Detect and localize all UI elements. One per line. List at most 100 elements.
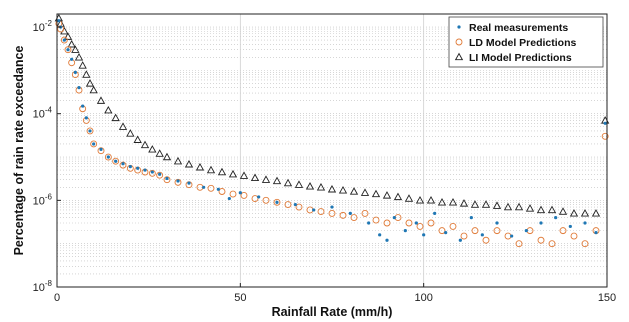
data-point — [133, 135, 142, 143]
data-point — [261, 175, 271, 183]
data-point — [524, 229, 528, 233]
data-point — [570, 232, 578, 240]
legend-marker — [454, 52, 464, 61]
legend-label: LD Model Predictions — [469, 37, 577, 49]
data-point — [89, 85, 98, 94]
data-point — [293, 202, 297, 207]
x-tick-label: 150 — [598, 292, 616, 304]
x-tick-label: 50 — [234, 292, 246, 304]
data-point — [173, 156, 183, 165]
data-point — [539, 221, 543, 225]
data-point — [448, 198, 458, 206]
data-point — [207, 184, 215, 192]
data-point — [427, 219, 435, 227]
data-point — [330, 205, 334, 209]
data-point — [216, 187, 220, 191]
data-point — [257, 195, 261, 199]
data-point — [360, 188, 370, 196]
data-point — [470, 200, 480, 208]
data-point — [503, 202, 513, 211]
data-point — [458, 238, 462, 242]
data-point — [228, 169, 238, 178]
plot-area-frame — [56, 13, 608, 288]
data-point — [71, 45, 80, 53]
data-point — [305, 182, 315, 190]
series-dot — [57, 19, 607, 242]
data-point — [99, 147, 103, 151]
data-point — [583, 221, 587, 225]
data-point — [416, 222, 424, 230]
data-point — [262, 196, 270, 204]
data-point — [327, 184, 337, 193]
data-point — [536, 205, 546, 214]
y-tick-label: 10-2 — [33, 19, 53, 34]
data-point — [385, 238, 389, 242]
series-triangle — [54, 13, 610, 217]
data-point — [64, 46, 72, 54]
data-point — [481, 200, 491, 208]
data-point — [206, 165, 216, 174]
data-point — [495, 221, 499, 225]
data-point — [372, 216, 380, 224]
data-point — [86, 127, 94, 135]
data-point — [559, 227, 567, 235]
data-point — [126, 129, 135, 137]
data-point — [238, 191, 242, 195]
data-point — [515, 240, 523, 248]
data-point — [62, 38, 66, 42]
data-point — [148, 169, 156, 177]
data-point — [136, 166, 140, 170]
data-point — [82, 70, 91, 78]
data-point — [405, 219, 413, 227]
data-point — [403, 229, 407, 233]
data-point — [150, 170, 154, 174]
data-point — [312, 208, 316, 212]
data-point — [187, 181, 191, 185]
data-point — [580, 209, 590, 217]
data-point — [338, 186, 348, 194]
data-point — [348, 211, 352, 215]
data-point — [316, 182, 326, 191]
data-point — [148, 145, 157, 153]
data-point — [67, 39, 76, 48]
series-circle — [55, 20, 609, 248]
data-point — [426, 196, 436, 204]
data-point — [111, 113, 120, 122]
data-point — [547, 205, 557, 214]
data-point — [104, 153, 112, 161]
data-point — [514, 202, 524, 211]
data-point — [118, 122, 128, 130]
data-point — [96, 96, 106, 104]
data-point — [601, 132, 609, 140]
data-point — [317, 208, 325, 216]
data-point — [155, 149, 164, 157]
data-point — [251, 195, 259, 203]
data-point — [272, 176, 282, 185]
data-point — [60, 36, 68, 44]
x-tick-label: 100 — [414, 292, 432, 304]
data-point — [273, 198, 281, 206]
data-point — [81, 104, 85, 108]
data-point — [548, 240, 556, 248]
data-point — [469, 215, 473, 220]
data-point — [184, 159, 194, 168]
data-point — [449, 222, 457, 230]
data-point — [143, 168, 147, 172]
data-point — [88, 129, 92, 133]
data-point — [195, 162, 205, 171]
data-point — [383, 219, 391, 227]
data-point — [163, 176, 171, 184]
data-point — [121, 162, 125, 166]
data-point — [393, 192, 403, 201]
data-point — [85, 79, 95, 87]
data-point — [90, 140, 98, 148]
data-point — [165, 176, 169, 181]
data-point — [92, 142, 96, 146]
data-point — [250, 173, 260, 182]
data-point — [510, 234, 514, 238]
data-point — [349, 187, 359, 195]
data-point — [84, 116, 88, 120]
x-axis-label: Rainfall Rate (mm/h) — [272, 305, 393, 319]
data-point — [558, 207, 568, 215]
